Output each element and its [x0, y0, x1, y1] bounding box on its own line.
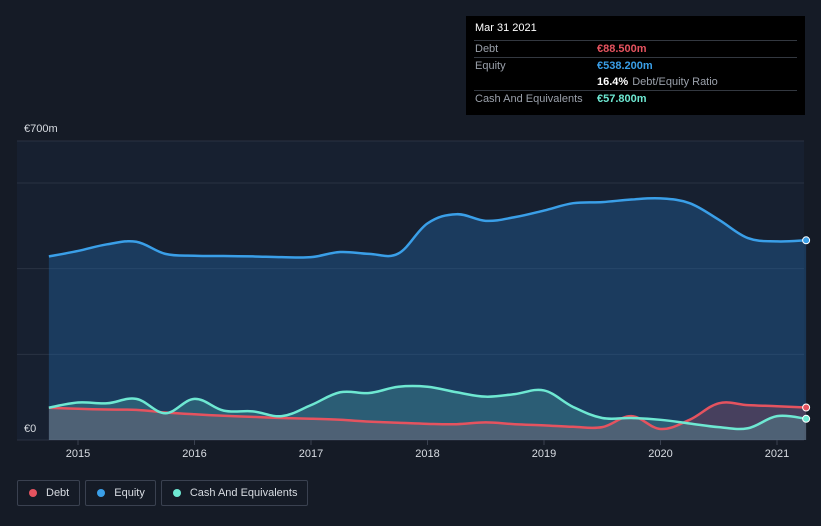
legend-item-debt[interactable]: Debt	[17, 480, 81, 506]
x-tick-label: 2015	[66, 448, 90, 460]
tooltip-date: Mar 31 2021	[475, 22, 537, 34]
x-tick-label: 2016	[182, 448, 206, 460]
x-tick-label: 2019	[532, 448, 556, 460]
tooltip-ratio-caption: Debt/Equity Ratio	[632, 76, 718, 88]
tooltip-value-equity: €538.200m	[597, 60, 653, 72]
x-tick-label: 2018	[415, 448, 439, 460]
tooltip-label-equity: Equity	[475, 60, 506, 72]
series-lines	[48, 196, 807, 431]
tooltip-row-equity: Equity €538.200m	[474, 57, 797, 74]
legend-dot-cash	[172, 489, 181, 497]
legend-label-cash: Cash And Equivalents	[189, 487, 298, 499]
end-marker-debt	[802, 403, 811, 412]
x-axis: 2015 2016 2017 2018 2019 2020 2021	[66, 440, 789, 460]
area-equity	[48, 198, 807, 440]
legend-label-debt: Debt	[46, 487, 70, 499]
tooltip-row-debt: Debt €88.500m	[474, 40, 797, 57]
tooltip-label-debt: Debt	[475, 43, 499, 55]
line-equity	[48, 196, 807, 259]
legend-item-cash[interactable]: Cash And Equivalents	[160, 480, 309, 506]
series-areas	[48, 198, 807, 440]
legend-label-equity: Equity	[114, 487, 145, 499]
tooltip-value-cash: €57.800m	[597, 93, 647, 105]
legend-item-equity[interactable]: Equity	[85, 480, 156, 506]
end-marker-cash-and-equivalents	[802, 414, 811, 423]
x-tick-label: 2020	[648, 448, 672, 460]
line-debt	[48, 401, 807, 431]
area-debt	[48, 402, 807, 440]
tooltip-value-debt: €88.500m	[597, 43, 647, 55]
x-tick-label: 2017	[299, 448, 323, 460]
tooltip: Mar 31 2021 Debt €88.500m Equity €538.20…	[466, 16, 805, 115]
x-tick-label: 2021	[765, 448, 789, 460]
y-tick-label: €700m	[24, 123, 58, 135]
plot-area	[17, 141, 804, 440]
series-end-markers	[802, 236, 811, 423]
end-marker-equity	[802, 236, 811, 245]
tooltip-row-ratio: 16.4% Debt/Equity Ratio	[474, 74, 797, 90]
y-axis: €0 €700m	[24, 123, 58, 435]
tooltip-value-ratio: 16.4%	[597, 76, 629, 88]
legend-dot-equity	[97, 489, 106, 497]
tooltip-label-cash: Cash And Equivalents	[475, 93, 583, 105]
legend-dot-debt	[29, 489, 37, 497]
line-cash-and-equivalents	[48, 384, 807, 431]
tooltip-row-cash: Cash And Equivalents €57.800m	[474, 90, 797, 107]
area-cash-and-equivalents	[48, 385, 807, 440]
legend: Debt Equity Cash And Equivalents	[17, 480, 309, 506]
y-tick-label: €0	[24, 423, 36, 435]
grid-lines	[17, 140, 804, 441]
